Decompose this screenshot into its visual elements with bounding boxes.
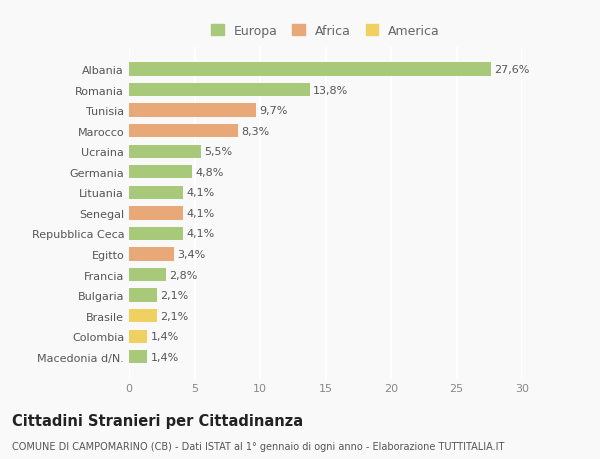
Text: 8,3%: 8,3% <box>241 126 269 136</box>
Text: 13,8%: 13,8% <box>313 85 349 95</box>
Bar <box>129 289 157 302</box>
Text: 9,7%: 9,7% <box>259 106 288 116</box>
Bar <box>129 309 157 323</box>
Text: 27,6%: 27,6% <box>494 65 529 75</box>
Text: 2,8%: 2,8% <box>169 270 197 280</box>
Bar <box>129 227 183 241</box>
Text: 1,4%: 1,4% <box>151 331 179 341</box>
Bar <box>129 330 148 343</box>
Text: Cittadini Stranieri per Cittadinanza: Cittadini Stranieri per Cittadinanza <box>12 413 303 428</box>
Bar <box>129 248 173 261</box>
Bar <box>129 104 256 118</box>
Bar <box>129 166 192 179</box>
Text: 5,5%: 5,5% <box>205 147 232 157</box>
Bar <box>129 350 148 364</box>
Text: 1,4%: 1,4% <box>151 352 179 362</box>
Text: COMUNE DI CAMPOMARINO (CB) - Dati ISTAT al 1° gennaio di ogni anno - Elaborazion: COMUNE DI CAMPOMARINO (CB) - Dati ISTAT … <box>12 441 505 451</box>
Bar <box>129 84 310 97</box>
Legend: Europa, Africa, America: Europa, Africa, America <box>207 22 444 42</box>
Bar <box>129 186 183 200</box>
Bar <box>129 125 238 138</box>
Bar <box>129 207 183 220</box>
Text: 4,1%: 4,1% <box>186 188 214 198</box>
Text: 4,1%: 4,1% <box>186 208 214 218</box>
Text: 2,1%: 2,1% <box>160 291 188 301</box>
Text: 4,1%: 4,1% <box>186 229 214 239</box>
Text: 4,8%: 4,8% <box>195 168 224 178</box>
Text: 2,1%: 2,1% <box>160 311 188 321</box>
Bar <box>129 145 201 158</box>
Bar <box>129 269 166 282</box>
Bar <box>129 63 491 77</box>
Text: 3,4%: 3,4% <box>177 249 205 259</box>
